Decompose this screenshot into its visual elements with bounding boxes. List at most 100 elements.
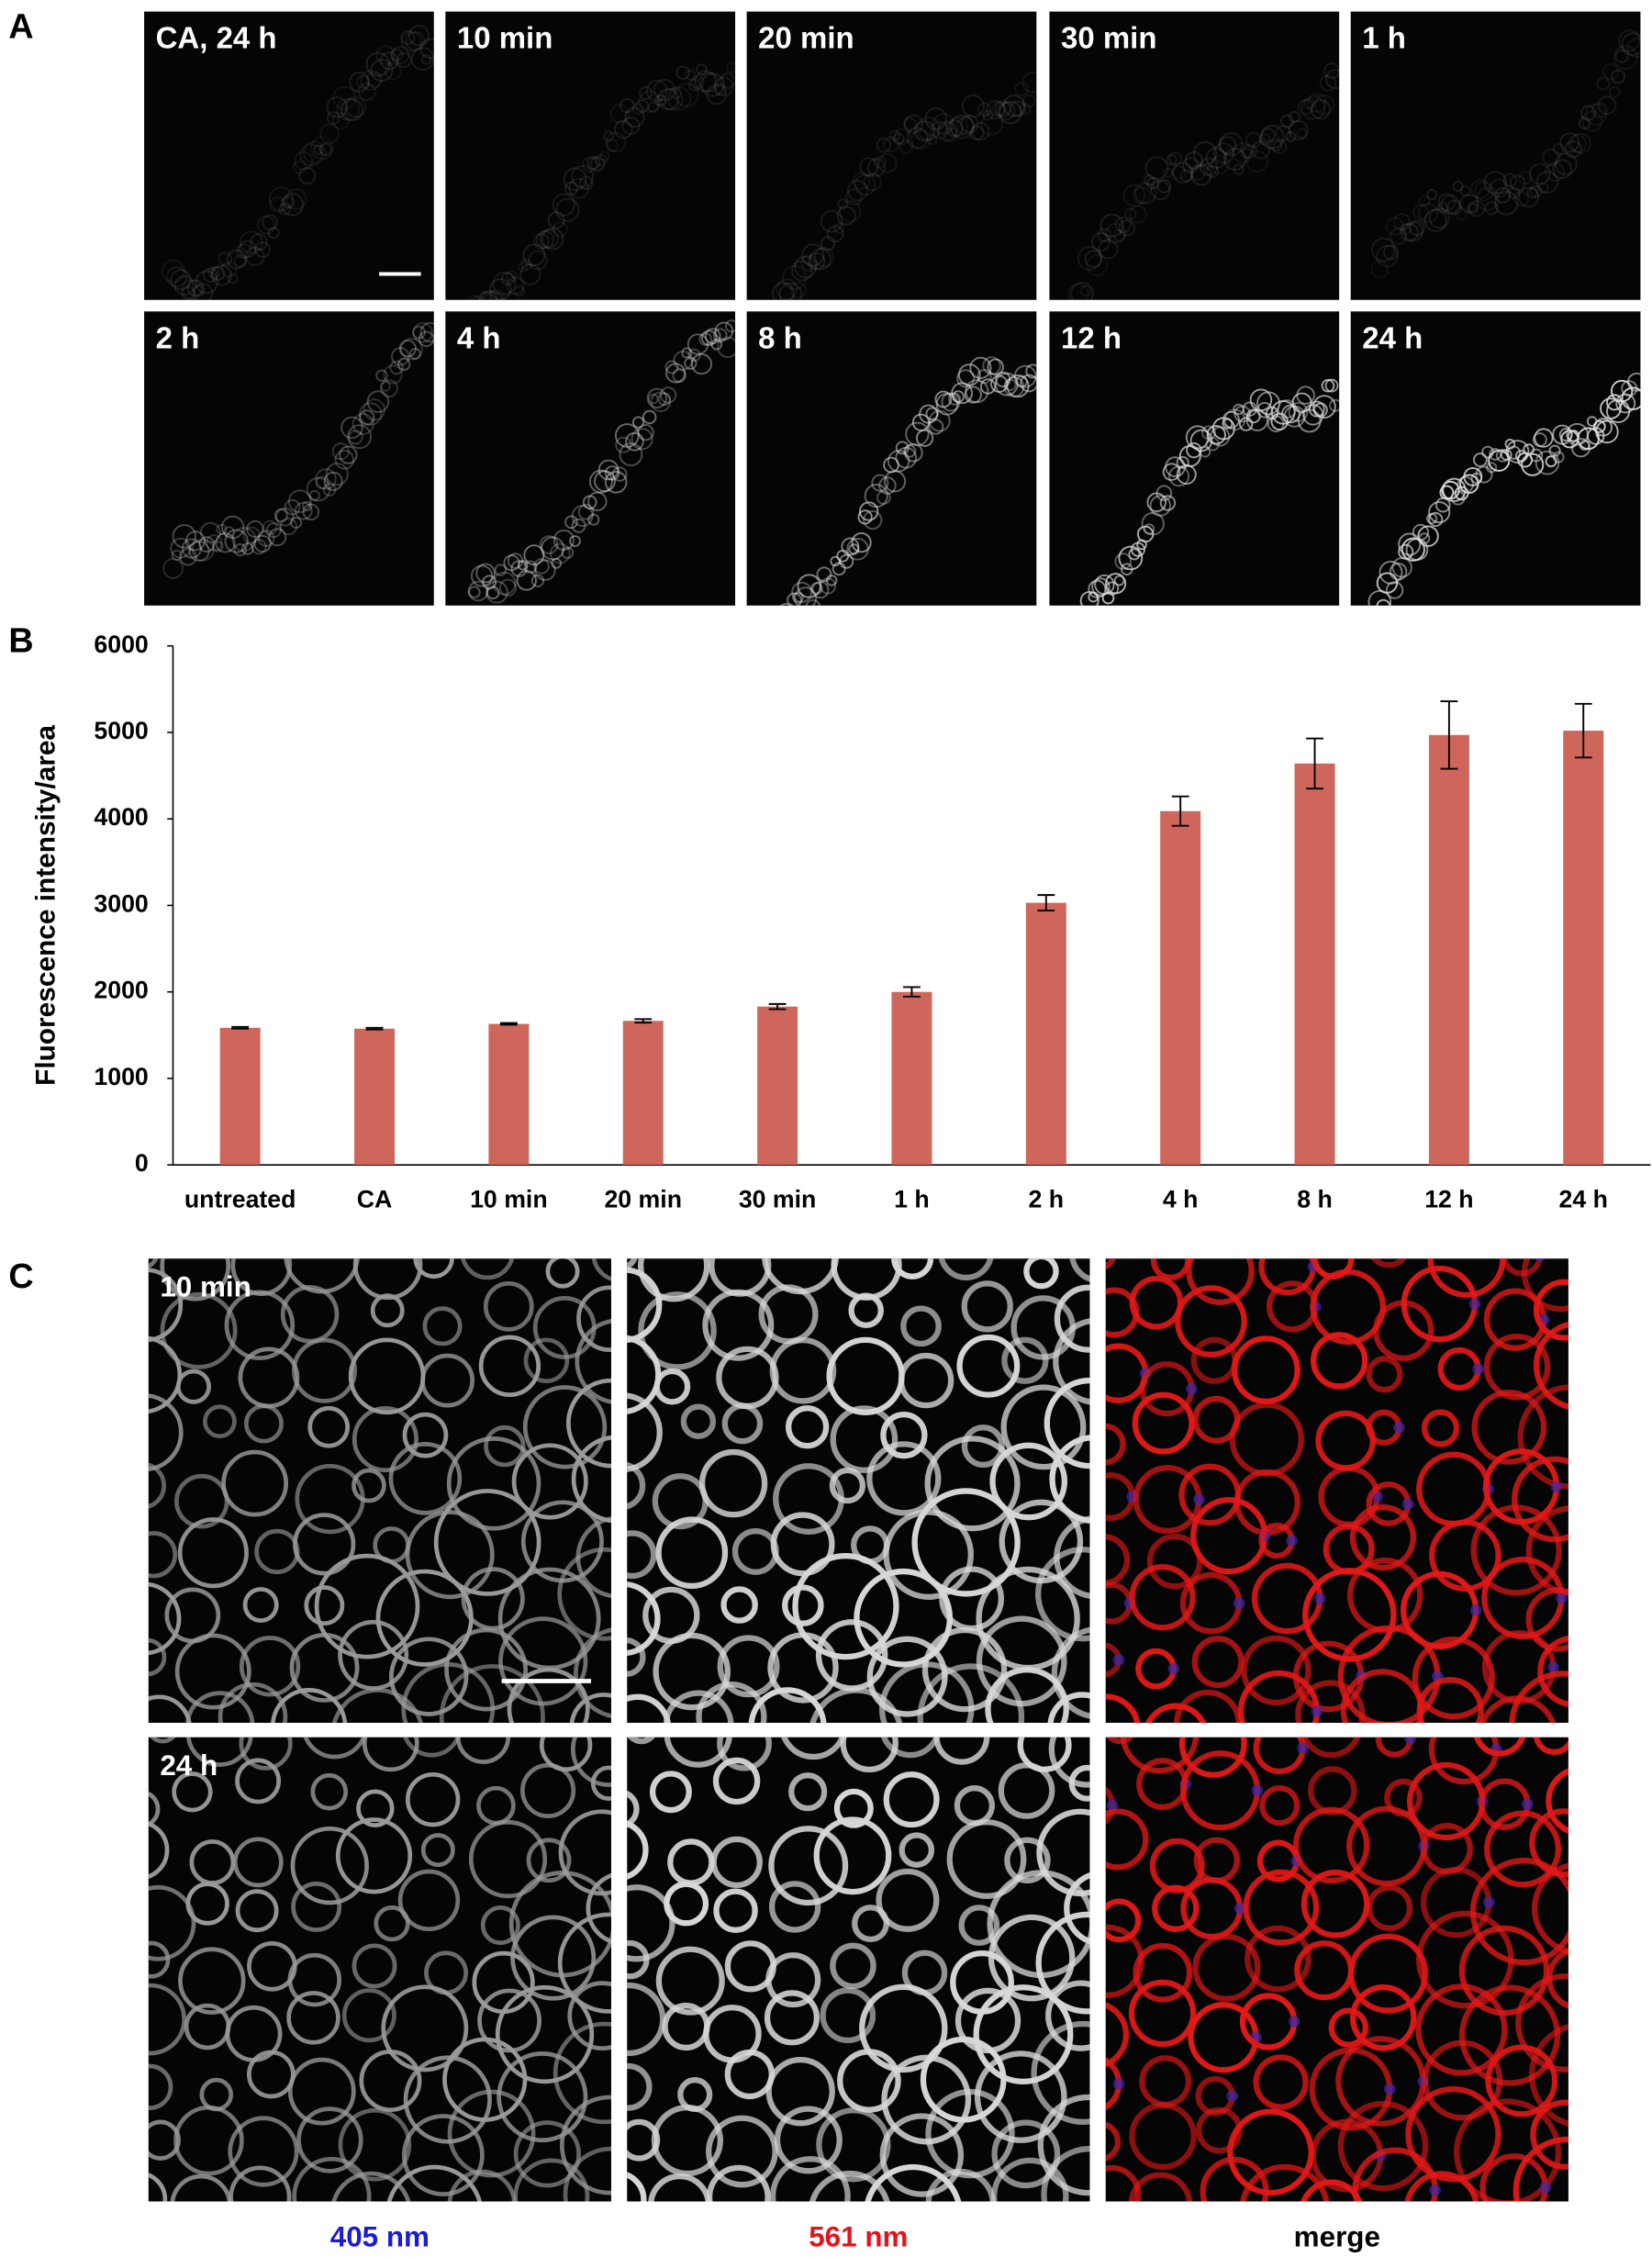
- cell: [576, 1285, 611, 1352]
- cell: [700, 330, 718, 346]
- cell: [1071, 624, 1087, 640]
- cell: [1542, 148, 1560, 166]
- cell: [1618, 29, 1641, 52]
- cell: [934, 390, 953, 408]
- cell: [964, 385, 982, 404]
- cell: [1533, 1279, 1568, 1341]
- cell: [792, 592, 804, 604]
- cell: [1328, 2007, 1369, 2048]
- cell: [291, 1881, 342, 1932]
- cell: [547, 211, 565, 229]
- cell: [1580, 105, 1597, 121]
- cell: [1311, 1332, 1368, 1390]
- cell: [296, 2106, 363, 2173]
- cell: [1124, 207, 1137, 220]
- cell: [1004, 1837, 1051, 1883]
- cell: [1591, 102, 1608, 118]
- cell: [292, 1337, 357, 1403]
- cell: [478, 1335, 541, 1397]
- cell: [484, 1425, 526, 1468]
- cell: [235, 1889, 279, 1933]
- cell: [672, 368, 686, 384]
- cell: [1172, 165, 1187, 180]
- cell: [483, 1280, 534, 1332]
- cell: [1035, 1547, 1090, 1642]
- cell: [523, 544, 545, 566]
- cell: [924, 107, 948, 130]
- cell: [571, 164, 595, 188]
- cell: [1626, 372, 1641, 392]
- cell: [830, 1405, 899, 1473]
- cell: [1176, 455, 1189, 469]
- micrograph-cells: [779, 356, 1037, 606]
- y-tick-label: 5000: [94, 717, 148, 744]
- y-axis-label: Fluorescence intensity/area: [31, 725, 61, 1086]
- cell: [1242, 143, 1257, 160]
- cell: [422, 1306, 463, 1346]
- cell: [770, 1512, 835, 1577]
- cell: [178, 1947, 246, 2015]
- cell: [627, 1637, 646, 1678]
- cell: [1178, 1737, 1247, 1778]
- cell: [769, 2156, 851, 2202]
- cell-accent: [1233, 1902, 1246, 1915]
- cell: [1105, 2002, 1130, 2068]
- cell-accent: [1402, 1240, 1414, 1252]
- cell: [193, 283, 214, 300]
- cell: [539, 535, 559, 554]
- cell: [1184, 151, 1203, 170]
- cell: [188, 540, 210, 562]
- cell: [768, 1881, 821, 1933]
- cell: [638, 90, 661, 113]
- cell: [664, 1881, 709, 1927]
- cell: [568, 177, 589, 199]
- cell: [810, 582, 823, 595]
- cell: [1300, 2179, 1363, 2202]
- cell: [1292, 1806, 1370, 1884]
- bar: [757, 1006, 798, 1166]
- cell: [1175, 1285, 1247, 1358]
- cell: [1219, 131, 1244, 157]
- cell: [254, 241, 271, 258]
- cell: [1512, 1456, 1568, 1543]
- cell: [380, 51, 399, 71]
- cell: [310, 1772, 349, 1811]
- cell: [712, 1757, 761, 1805]
- cell: [513, 2158, 590, 2202]
- cell: [949, 114, 975, 140]
- cell-accent: [1429, 2184, 1441, 2196]
- cell: [1390, 227, 1408, 245]
- cell: [1192, 140, 1218, 166]
- cell: [1105, 222, 1126, 244]
- cell: [1010, 100, 1026, 117]
- cell: [956, 1334, 1021, 1398]
- cell: [480, 1905, 520, 1946]
- cell: [433, 1489, 541, 1596]
- cell-accent: [1472, 1363, 1484, 1375]
- cell: [468, 586, 481, 598]
- cell: [331, 1688, 423, 1724]
- cell: [1476, 186, 1500, 211]
- cell: [1350, 1983, 1417, 2051]
- cell: [162, 557, 184, 579]
- cell: [224, 529, 249, 553]
- cell: [1534, 428, 1554, 448]
- cell: [893, 128, 911, 146]
- bar: [891, 991, 932, 1166]
- cell-accent: [1286, 1535, 1298, 1547]
- cell-accent: [1383, 2083, 1396, 2095]
- cell: [813, 1816, 892, 1895]
- cell: [898, 1352, 954, 1409]
- cell: [764, 1990, 820, 2046]
- cell: [619, 442, 643, 466]
- cell: [148, 2119, 181, 2161]
- cell: [597, 459, 620, 481]
- cell: [985, 1667, 1069, 1724]
- cell: [1156, 178, 1172, 194]
- cell: [687, 78, 701, 92]
- x-tick-label: untreated: [184, 1185, 296, 1212]
- cell: [637, 424, 654, 441]
- cell: [686, 333, 709, 355]
- cell: [513, 285, 525, 297]
